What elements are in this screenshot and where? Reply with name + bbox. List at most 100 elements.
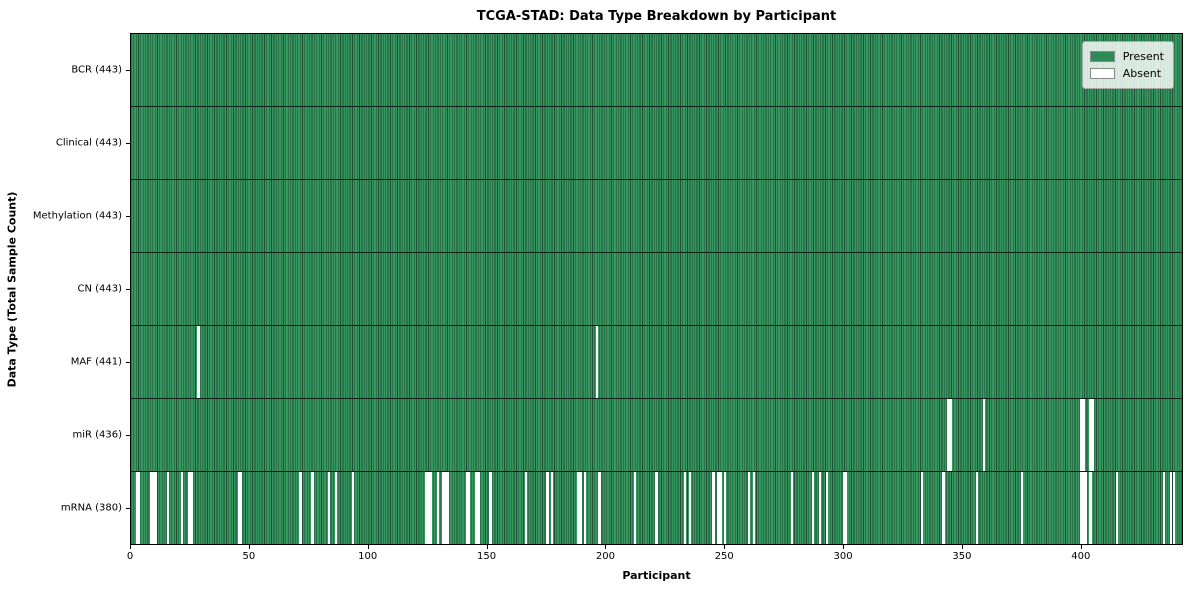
absent-stripe [427,472,430,544]
absent-stripe [311,472,314,544]
ytick-mark [126,508,130,510]
absent-stripe [1089,472,1092,544]
absent-stripe [596,326,599,398]
absent-stripe [154,472,158,544]
ytick-label-Methylation: Methylation (443) [32,210,122,222]
xtick-mark [1080,545,1082,549]
xtick-label-0: 0 [126,551,134,562]
row-MAF [131,325,1182,398]
absent-stripe [719,472,722,544]
absent-stripe [467,472,471,544]
xtick-mark [248,545,250,549]
absent-stripe [688,472,691,544]
xtick-mark [961,545,963,549]
present-swatch-icon [1089,51,1115,62]
absent-stripe [577,472,580,544]
absent-stripe [237,472,241,544]
absent-stripe [975,472,978,544]
absent-stripe [982,399,986,471]
absent-stripe [1020,472,1024,544]
xtick-label-200: 200 [595,551,615,562]
ytick-mark [126,435,130,437]
absent-stripe [1172,472,1175,544]
absent-stripe [1115,472,1118,544]
absent-stripe [826,472,829,544]
xtick-mark [486,545,488,549]
ytick-label-mRNA: mRNA (380) [60,502,122,514]
absent-stripe [724,472,727,544]
chart-title: TCGA-STAD: Data Type Breakdown by Partic… [476,9,837,24]
absent-stripe [921,472,924,544]
xtick-mark [843,545,845,549]
absent-stripe [655,472,658,544]
xtick-label-350: 350 [952,551,972,562]
xtick-mark [605,545,607,549]
xtick-label-400: 400 [1071,551,1091,562]
ytick-mark [126,362,130,364]
absent-stripe [598,472,601,544]
xtick-label-50: 50 [242,551,256,562]
ytick-label-miR: miR (436) [72,429,122,441]
absent-stripe [1089,399,1092,471]
ytick-mark [126,69,130,71]
absent-stripe [1079,399,1083,471]
absent-stripe [327,472,331,544]
absent-stripe [166,472,169,544]
absent-stripe [1082,472,1085,544]
absent-stripe [465,472,468,544]
absent-stripe [524,472,528,544]
absent-stripe [747,472,751,544]
absent-stripe [942,472,945,544]
xtick-label-250: 250 [714,551,734,562]
absent-stripe [949,399,952,471]
absent-stripe [335,472,338,544]
absent-stripe [138,472,141,544]
absent-stripe [584,472,587,544]
xtick-mark [724,545,726,549]
row-Clinical [131,106,1182,179]
absent-stripe [351,472,354,544]
absent-stripe [446,472,449,544]
absent-stripe [489,472,492,544]
absent-stripe [947,399,950,471]
row-Methylation [131,179,1182,252]
ytick-mark [126,215,130,217]
legend-label-present: Present [1122,50,1164,63]
absent-stripe [1170,472,1173,544]
absent-swatch-icon [1089,68,1115,79]
ytick-label-MAF: MAF (441) [70,356,122,368]
ytick-label-Clinical: Clinical (443) [55,137,122,149]
absent-stripe [1163,472,1166,544]
absent-stripe [444,472,447,544]
absent-stripe [716,472,720,544]
legend: Present Absent [1081,41,1174,89]
xtick-label-300: 300 [833,551,853,562]
absent-stripe [1091,399,1095,471]
absent-stripe [475,472,478,544]
row-BCR [131,34,1182,106]
ytick-mark [126,142,130,144]
absent-stripe [437,472,440,544]
absent-stripe [546,472,549,544]
xtick-mark [130,545,131,549]
absent-stripe [441,472,445,544]
absent-stripe [299,472,302,544]
absent-stripe [790,472,793,544]
absent-stripe [180,472,184,544]
xtick-label-100: 100 [358,551,378,562]
absent-stripe [845,472,848,544]
absent-stripe [149,472,153,544]
ytick-label-BCR: BCR (443) [71,64,122,76]
absent-stripe [550,472,554,544]
absent-stripe [683,472,687,544]
absent-stripe [579,472,582,544]
absent-stripe [152,472,155,544]
absent-stripe [1082,399,1085,471]
row-mRNA [131,471,1182,544]
legend-entry-absent: Absent [1089,65,1164,82]
absent-stripe [752,472,755,544]
absent-stripe [187,472,191,544]
absent-stripe [240,472,243,544]
absent-stripe [1084,472,1088,544]
